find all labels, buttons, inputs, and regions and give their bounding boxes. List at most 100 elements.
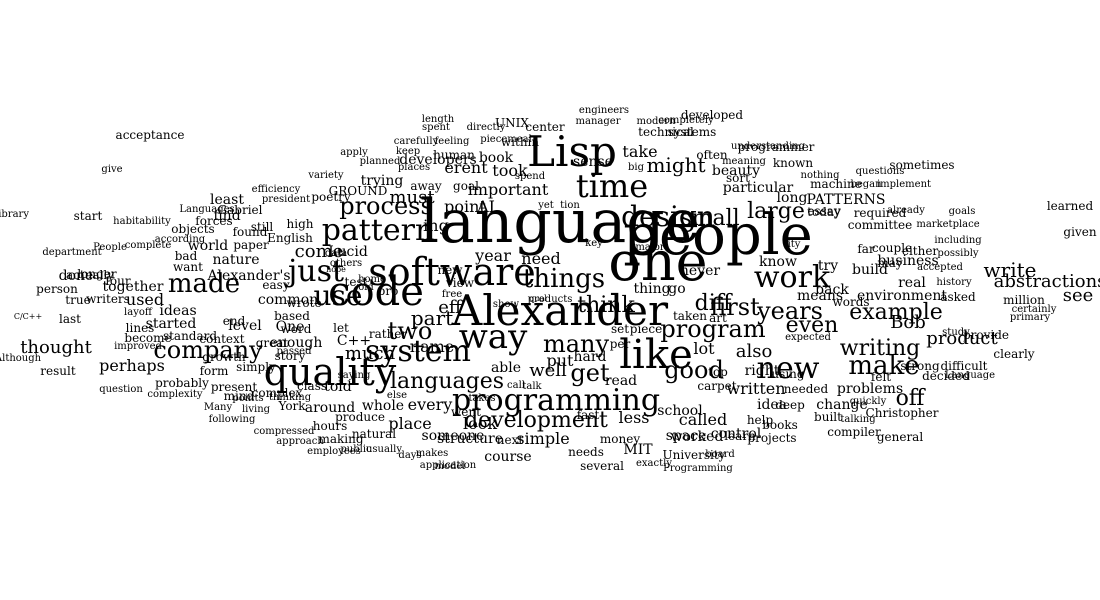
cloud-word: today: [807, 205, 841, 219]
cloud-word: ideas: [159, 303, 197, 319]
cloud-word: free: [441, 289, 463, 300]
cloud-word: people: [623, 203, 813, 268]
cloud-word: level: [228, 318, 262, 334]
cloud-word: actually: [65, 268, 115, 282]
cloud-word: keep: [395, 146, 421, 157]
cloud-word: study: [942, 327, 970, 338]
cloud-word: problems: [836, 381, 904, 397]
cloud-word: given: [1063, 225, 1097, 239]
cloud-word: key: [585, 238, 603, 249]
cloud-word: least: [210, 192, 244, 208]
cloud-word: based: [274, 309, 310, 323]
cloud-word: needed: [783, 382, 829, 396]
cloud-word: lot: [693, 339, 715, 358]
cloud-word: nothing: [800, 170, 840, 181]
cloud-word: present: [210, 380, 258, 394]
cloud-word: built: [814, 410, 842, 424]
cloud-word: manager: [575, 116, 621, 127]
cloud-word: completely: [658, 115, 714, 126]
cloud-word: way: [458, 317, 528, 357]
cloud-word: data: [324, 248, 348, 259]
cloud-word: important: [467, 180, 549, 199]
cloud-word: test: [344, 275, 368, 289]
cloud-word: employees: [307, 446, 361, 457]
cloud-word: pro: [377, 284, 399, 298]
cloud-word: place: [388, 414, 432, 433]
cloud-word: like: [619, 332, 693, 378]
cloud-word: went: [451, 405, 481, 419]
cloud-word: human: [433, 148, 475, 162]
cloud-word: great: [255, 336, 289, 350]
cloud-word: quickly: [849, 396, 887, 407]
cloud-word: products: [527, 294, 573, 305]
cloud-word: need: [521, 249, 561, 268]
cloud-word: give: [101, 164, 123, 175]
cloud-word: directly: [466, 122, 506, 133]
cloud-word: made: [167, 269, 241, 299]
cloud-word: trying: [360, 173, 404, 189]
cloud-word: often: [696, 148, 728, 162]
cloud-word: C/C++: [13, 312, 43, 321]
cloud-word: call: [507, 380, 525, 391]
cloud-word: thought: [20, 337, 92, 358]
cloud-word: bad: [174, 249, 198, 263]
cloud-word: clearly: [993, 347, 1035, 361]
cloud-word: class: [296, 379, 328, 393]
cloud-word: started: [145, 316, 197, 332]
cloud-word: projects: [747, 431, 797, 445]
cloud-word: probably: [155, 376, 209, 390]
cloud-word: ing: [423, 216, 449, 235]
cloud-word: AI: [477, 197, 495, 216]
cloud-word: system: [365, 334, 471, 369]
cloud-word: already: [887, 205, 925, 216]
cloud-word: environment: [856, 288, 948, 304]
cloud-word: new: [756, 351, 820, 386]
cloud-word: read: [604, 373, 638, 389]
cloud-word: language: [419, 187, 701, 257]
cloud-word: school: [657, 403, 703, 419]
cloud-word: improved: [114, 341, 162, 352]
cloud-word: software: [368, 250, 536, 294]
cloud-word: history: [936, 277, 972, 288]
cloud-word: see: [1062, 285, 1094, 306]
cloud-word: years: [757, 297, 823, 325]
cloud-word: use: [313, 279, 363, 312]
cloud-word: feeling: [434, 136, 470, 147]
cloud-word: true: [65, 293, 91, 307]
cloud-word: program: [660, 315, 766, 343]
cloud-word: spent: [422, 122, 450, 133]
cloud-word: good: [664, 356, 724, 384]
cloud-word: course: [484, 449, 532, 465]
cloud-word: nature: [212, 252, 260, 268]
cloud-word: MIT: [623, 442, 653, 458]
cloud-word: Although: [0, 353, 42, 364]
cloud-word: thinking: [268, 392, 312, 403]
cloud-word: start: [73, 209, 103, 223]
cloud-word: longer: [77, 267, 117, 281]
cloud-word: someone: [421, 428, 485, 444]
cloud-word: year: [475, 246, 511, 265]
cloud-word: living: [241, 404, 271, 415]
cloud-word: Languages: [179, 204, 235, 215]
cloud-word: yet: [538, 200, 554, 211]
cloud-word: People: [93, 242, 127, 253]
cloud-word: felt: [870, 370, 892, 384]
cloud-word: around: [304, 400, 356, 416]
cloud-word: took: [492, 161, 528, 180]
cloud-word: engineers: [578, 105, 630, 116]
cloud-word: book: [478, 150, 514, 166]
cloud-word: word: [280, 322, 312, 336]
cloud-word: code: [328, 269, 424, 315]
cloud-word: every: [407, 395, 453, 414]
cloud-word: think: [577, 293, 635, 318]
cloud-word: usually: [365, 444, 403, 455]
cloud-word: complex: [251, 386, 303, 400]
cloud-word: general: [876, 430, 924, 444]
cloud-word: variety: [308, 170, 344, 181]
cloud-word: beauty: [711, 163, 761, 179]
cloud-word: big: [627, 162, 645, 173]
cloud-word: top: [708, 365, 728, 379]
cloud-word: apply: [340, 147, 368, 158]
cloud-word: including: [934, 235, 982, 246]
cloud-word: paper: [233, 238, 269, 252]
